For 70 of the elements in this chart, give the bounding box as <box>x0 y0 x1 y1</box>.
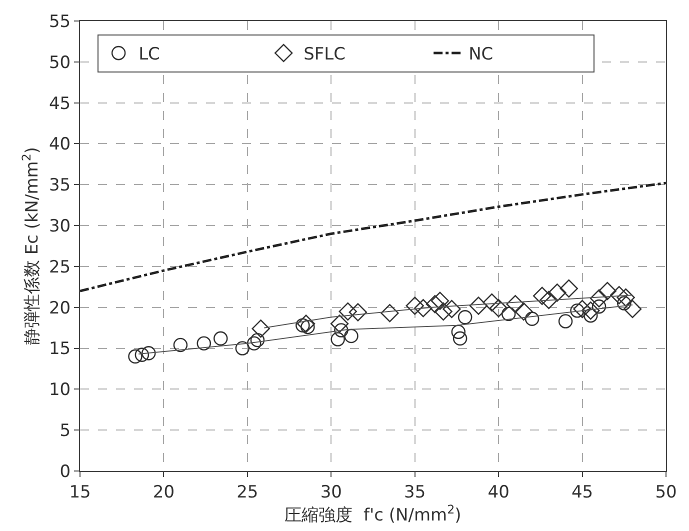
point <box>250 332 265 348</box>
x-tick-label: 30 <box>320 482 342 502</box>
point <box>330 332 345 346</box>
point <box>501 306 516 322</box>
point <box>514 302 533 321</box>
y-tick-label: 55 <box>48 12 71 32</box>
point <box>296 314 316 333</box>
point <box>623 300 642 318</box>
y-tick-label: 20 <box>48 298 71 318</box>
point <box>196 336 212 351</box>
point <box>451 324 466 340</box>
point <box>524 312 540 326</box>
point <box>380 304 399 322</box>
point <box>134 348 150 362</box>
point <box>533 286 552 306</box>
point <box>482 293 501 312</box>
point <box>598 282 616 300</box>
point <box>173 338 188 352</box>
y-tick-label: 15 <box>48 339 71 360</box>
y-tick-label: 30 <box>48 216 71 236</box>
point <box>330 314 349 333</box>
point <box>592 299 606 314</box>
point <box>252 320 270 338</box>
point <box>452 331 468 346</box>
y-tick-label: 0 <box>60 462 71 482</box>
x-tick-label: 20 <box>152 482 175 502</box>
point <box>213 331 228 346</box>
point <box>246 336 262 351</box>
legend-label: SFLC <box>304 44 346 65</box>
point <box>548 284 566 302</box>
point <box>235 341 250 356</box>
point <box>338 302 357 321</box>
x-tick-label: 45 <box>571 482 594 502</box>
point <box>434 302 452 321</box>
point <box>142 346 156 360</box>
point <box>540 290 558 310</box>
point <box>344 328 358 344</box>
legend-label: NC <box>468 44 494 65</box>
x-axis-title: 圧縮強度 f'c (N/mm$^{2}$) <box>284 502 462 526</box>
point <box>128 349 142 364</box>
y-tick-label: 45 <box>48 94 71 114</box>
y-tick-label: 10 <box>48 380 71 400</box>
x-tick-label: 40 <box>488 482 510 502</box>
point <box>442 300 461 318</box>
point <box>348 303 368 322</box>
x-tick-label: 35 <box>404 482 426 502</box>
point <box>573 300 592 318</box>
point <box>558 314 573 328</box>
point <box>406 296 424 315</box>
x-tick-label: 25 <box>236 482 258 502</box>
point <box>560 279 578 298</box>
point <box>469 296 488 315</box>
point <box>506 294 524 314</box>
x-tick-label: 50 <box>655 482 677 502</box>
point <box>616 288 635 307</box>
y-tick-label: 25 <box>48 257 71 278</box>
point <box>430 292 450 310</box>
point <box>590 289 608 308</box>
y-tick-label: 35 <box>48 176 71 196</box>
point <box>426 294 444 314</box>
point <box>414 299 432 318</box>
legend-label: LC <box>138 44 160 65</box>
y-tick-label: 40 <box>48 134 71 155</box>
y-tick-label: 5 <box>60 421 71 442</box>
point <box>610 286 628 304</box>
point <box>458 310 472 324</box>
line-series <box>80 182 666 292</box>
y-tick-label: 50 <box>48 52 71 73</box>
point <box>489 299 508 318</box>
point <box>582 302 600 320</box>
